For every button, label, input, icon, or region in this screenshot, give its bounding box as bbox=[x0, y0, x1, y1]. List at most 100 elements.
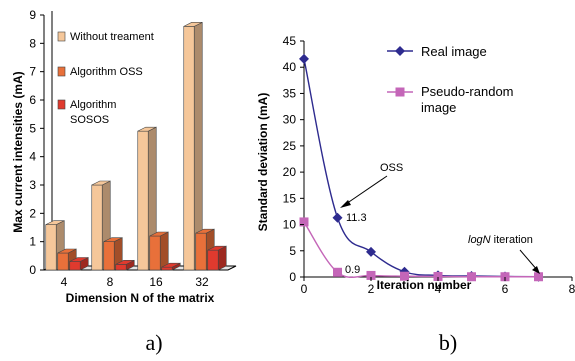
chart-b-y-tick-label: 10 bbox=[283, 218, 297, 232]
bar-front bbox=[103, 241, 115, 271]
chart-a-y-tick-label: 6 bbox=[29, 93, 36, 107]
bar-top bbox=[161, 262, 181, 268]
legend-marker-real bbox=[395, 46, 405, 56]
bar-front bbox=[137, 130, 149, 271]
bar-top bbox=[57, 248, 77, 254]
chart-a-x-tick-label: 16 bbox=[149, 275, 163, 289]
chart-b-x-tick-label: 6 bbox=[502, 282, 509, 296]
annotation-oss-arrow bbox=[342, 175, 388, 207]
legend-label-pseudo: image bbox=[421, 100, 456, 115]
chart-b-y-tick-label: 25 bbox=[283, 139, 297, 153]
bar-front bbox=[195, 232, 207, 271]
point-real-image-1 bbox=[332, 212, 343, 223]
chart-b: 0 5 10 15 20 25 30 35 40 45 0 2 4 6 8 Standard deviat… bbox=[256, 34, 575, 355]
chart-a-caption: a) bbox=[145, 330, 162, 355]
legend-swatch-2 bbox=[57, 99, 66, 110]
bar-front bbox=[45, 224, 57, 271]
chart-b-x-tick-label: 8 bbox=[569, 282, 575, 296]
chart-a-x-tick-label: 8 bbox=[107, 275, 114, 289]
bar-front bbox=[115, 264, 127, 271]
bar-algorithm-sosos-8 bbox=[115, 259, 135, 271]
bar-top bbox=[45, 220, 65, 225]
point-pseudo-random-image-1 bbox=[333, 267, 342, 277]
chart-b-x-tick-label: 4 bbox=[435, 282, 442, 296]
annotation-logn-arrowhead bbox=[532, 266, 540, 274]
legend-swatch-0 bbox=[57, 31, 66, 42]
chart-a-y-tick-label: 8 bbox=[29, 36, 36, 50]
point-pseudo-random-image-0 bbox=[299, 217, 309, 227]
point-pseudo-random-image-4 bbox=[433, 271, 443, 281]
chart-b-y-tick-label: 0 bbox=[289, 270, 296, 284]
annotation-logn: logN iteration bbox=[468, 234, 533, 246]
chart-a-x-tick-label: 32 bbox=[195, 275, 209, 289]
bar-front bbox=[91, 184, 103, 271]
legend-label-0: Without treament bbox=[70, 31, 154, 43]
bar-top bbox=[115, 260, 135, 265]
chart-b-y-tick-label: 30 bbox=[283, 113, 297, 127]
bar-top bbox=[195, 228, 215, 234]
point-pseudo-random-image-3 bbox=[400, 271, 409, 281]
chart-a-y-tick-label: 0 bbox=[29, 263, 36, 277]
chart-a-y-tick-label: 5 bbox=[29, 121, 36, 135]
chart-b-x-tick-label: 2 bbox=[368, 282, 375, 296]
bar-top bbox=[137, 126, 157, 132]
bar-top bbox=[149, 231, 169, 237]
bar-algorithm-sosos-4 bbox=[69, 257, 89, 271]
legend-swatch-1 bbox=[57, 66, 66, 77]
point-pseudo-random-image-6 bbox=[500, 272, 510, 282]
chart-b-y-tick-label: 35 bbox=[283, 86, 297, 100]
bar-algorithm-sosos-32 bbox=[207, 245, 227, 271]
legend-label-pseudo: Pseudo-random bbox=[421, 84, 514, 99]
chart-b-x-axis-label: Iteration number bbox=[377, 278, 472, 292]
legend-label-1: Algorithm OSS bbox=[70, 66, 143, 78]
annotation-11-3: 11.3 bbox=[346, 212, 367, 224]
bar-front bbox=[69, 261, 81, 271]
bar-top bbox=[183, 22, 203, 27]
point-real-image-2 bbox=[366, 246, 376, 257]
chart-a-x-axis-label: Dimension N of the matrix bbox=[66, 291, 215, 305]
chart-b-caption: b) bbox=[439, 330, 457, 355]
chart-b-y-axis-label: Standard deviation (mA) bbox=[256, 93, 270, 232]
chart-b-y-tick-label: 40 bbox=[283, 60, 297, 74]
chart-a: 0 1 2 3 4 5 6 7 8 9 4 8 16 32 Max current intensitie… bbox=[11, 8, 237, 355]
chart-a-y-tick-label: 7 bbox=[29, 65, 36, 79]
chart-a-y-tick-label: 2 bbox=[29, 206, 36, 220]
point-pseudo-random-image-5 bbox=[467, 272, 476, 282]
bar-algorithm-oss-16 bbox=[149, 231, 169, 271]
legend-label-real: Real image bbox=[421, 44, 487, 59]
annotation-oss-arrowhead bbox=[340, 200, 351, 208]
bar-top bbox=[207, 245, 227, 251]
point-pseudo-random-image-2 bbox=[366, 270, 376, 280]
chart-a-y-tick-label: 3 bbox=[29, 178, 36, 192]
chart-b-y-tick-label: 45 bbox=[283, 34, 297, 48]
legend-label-2: SOSOS bbox=[70, 114, 109, 126]
chart-a-y-tick-label: 4 bbox=[29, 150, 36, 164]
bar-algorithm-sosos-16 bbox=[161, 262, 181, 271]
bar-top bbox=[103, 237, 123, 242]
legend-marker-pseudo bbox=[395, 87, 405, 97]
point-pseudo-random-image-7 bbox=[534, 272, 543, 282]
chart-b-y-tick-label: 20 bbox=[283, 165, 297, 179]
chart-b-y-tick-label: 15 bbox=[283, 191, 297, 205]
point-real-image-0 bbox=[299, 53, 309, 64]
bar-top bbox=[69, 257, 89, 262]
bar-front bbox=[207, 249, 219, 271]
bar-front bbox=[183, 26, 195, 271]
bar-front bbox=[161, 266, 173, 271]
chart-a-y-tick-label: 1 bbox=[29, 235, 36, 249]
bar-top bbox=[91, 180, 111, 186]
chart-a-x-tick-label: 4 bbox=[61, 275, 68, 289]
annotation-oss: OSS bbox=[380, 162, 403, 174]
annotation-0-9: 0.9 bbox=[345, 264, 360, 276]
bar-front bbox=[149, 235, 161, 271]
chart-b-x-tick-label: 0 bbox=[301, 282, 308, 296]
chart-b-annotations: 11.3 0.9 OSS logN iteration bbox=[340, 162, 540, 276]
chart-a-y-tick-label: 9 bbox=[29, 8, 36, 22]
chart-a-y-axis-label: Max current intensities (mA) bbox=[11, 71, 25, 232]
legend-label-2: Algorithm bbox=[70, 99, 116, 111]
chart-a-legend: Without treament Algorithm OSS Algorithm SO… bbox=[57, 31, 154, 126]
bar-without-treament-32 bbox=[183, 21, 203, 271]
bar-front bbox=[57, 252, 69, 271]
